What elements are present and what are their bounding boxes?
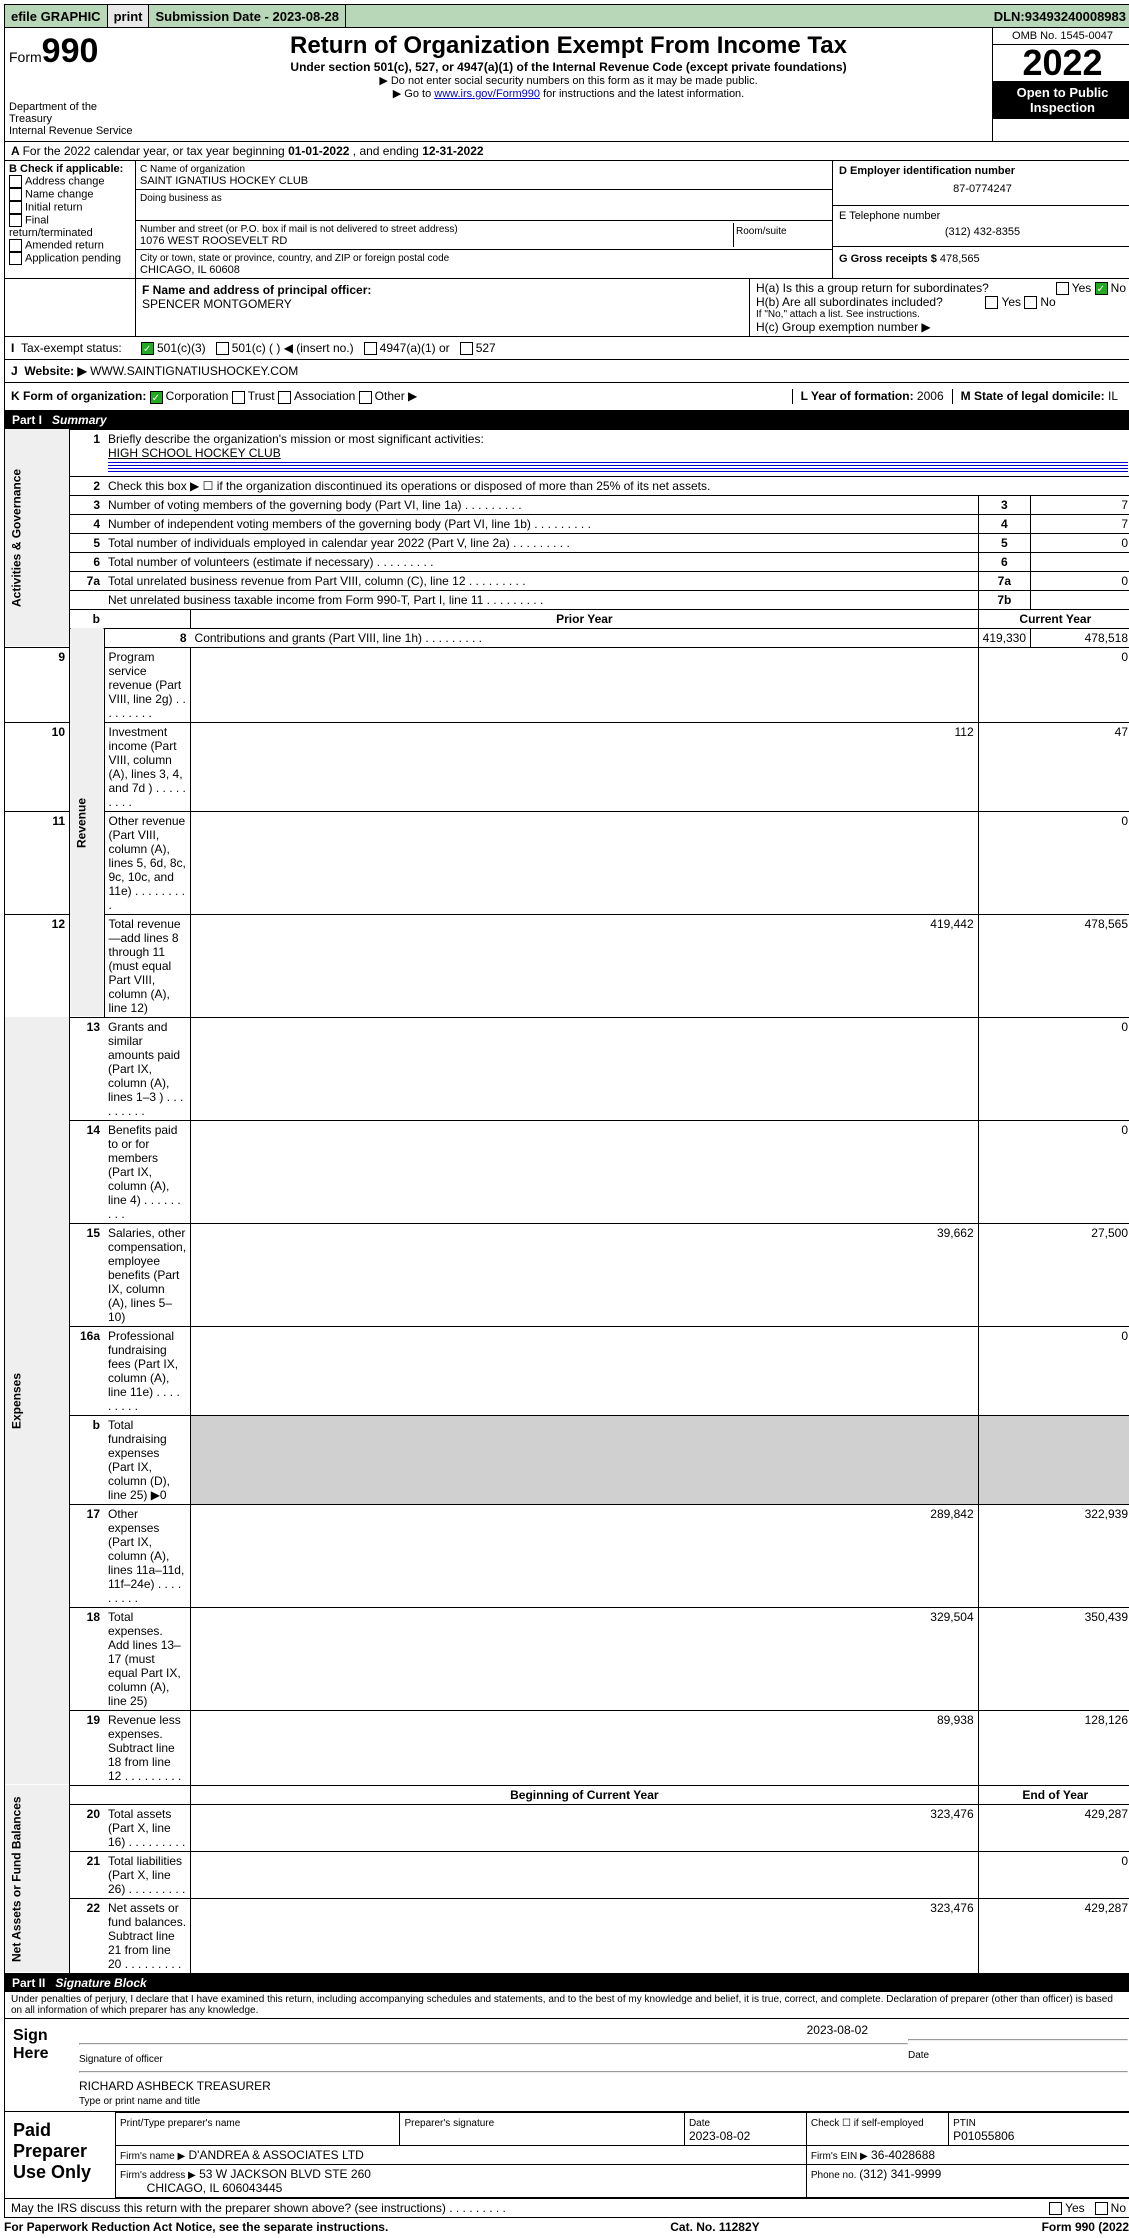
- line-a: A For the 2022 calendar year, or tax yea…: [4, 142, 1129, 161]
- line-klm: K Form of organization: Corporation Trus…: [4, 383, 1129, 410]
- section-net-assets: Net Assets or Fund Balances: [5, 1785, 70, 1973]
- dln: DLN: 93493240008983: [988, 5, 1129, 27]
- part2-bar: Part II Signature Block: [4, 1974, 1129, 1992]
- top-bar: efile GRAPHIC print Submission Date - 20…: [4, 4, 1129, 28]
- paid-preparer-block: Paid Preparer Use Only Print/Type prepar…: [4, 2112, 1129, 2199]
- section-governance: Activities & Governance: [5, 429, 70, 647]
- tax-year: 2022: [993, 45, 1129, 81]
- gov-row: 5Total number of individuals employed in…: [5, 533, 1129, 552]
- gov-row: 3Number of voting members of the governi…: [5, 495, 1129, 514]
- hb-note: If "No," attach a list. See instructions…: [756, 309, 1126, 320]
- line-hc: H(c) Group exemption number ▶: [756, 320, 1126, 334]
- form-number: Form990: [9, 32, 141, 71]
- line-j: J Website: ▶ WWW.SAINTIGNATIUSHOCKEY.COM: [4, 360, 1129, 383]
- line-hb: H(b) Are all subordinates included? Yes …: [756, 295, 1126, 309]
- form-subtitle: Under section 501(c), 527, or 4947(a)(1)…: [149, 60, 988, 74]
- fh-block: F Name and address of principal officer:…: [4, 279, 1129, 337]
- page-footer: For Paperwork Reduction Act Notice, see …: [4, 2218, 1129, 2234]
- irs-link[interactable]: www.irs.gov/Form990: [434, 88, 540, 100]
- line-f: F Name and address of principal officer:…: [142, 283, 371, 311]
- submission-date: Submission Date - 2023-08-28: [149, 5, 346, 27]
- perjury-declaration: Under penalties of perjury, I declare th…: [4, 1992, 1129, 2019]
- sign-here-block: Sign Here 2023-08-02Signature of officer…: [4, 2019, 1129, 2112]
- gov-row: 7aTotal unrelated business revenue from …: [5, 571, 1129, 590]
- gov-row: 6Total number of volunteers (estimate if…: [5, 552, 1129, 571]
- gov-row: 4Number of independent voting members of…: [5, 514, 1129, 533]
- section-expenses: Expenses: [5, 1017, 70, 1785]
- irs-label: Internal Revenue Service: [9, 125, 141, 137]
- irs-discuss: May the IRS discuss this return with the…: [4, 2199, 1129, 2218]
- form-title: Return of Organization Exempt From Incom…: [149, 32, 988, 60]
- gov-row: Net unrelated business taxable income fr…: [5, 590, 1129, 609]
- line-i: I Tax-exempt status: 501(c)(3) 501(c) ( …: [4, 337, 1129, 360]
- section-revenue: Revenue: [70, 628, 105, 1017]
- note-link: ▶ Go to www.irs.gov/Form990 for instruct…: [149, 87, 988, 100]
- part1-bar: Part I Summary: [4, 411, 1129, 429]
- efile-label: efile GRAPHIC: [5, 5, 108, 27]
- form-header: Form990 Department of the Treasury Inter…: [4, 28, 1129, 142]
- dept-label: Department of the Treasury: [9, 101, 141, 125]
- identity-block: B Check if applicable: Address change Na…: [4, 161, 1129, 279]
- open-public: Open to Public Inspection: [993, 81, 1129, 119]
- print-button[interactable]: print: [108, 5, 150, 27]
- mission-text: HIGH SCHOOL HOCKEY CLUB: [108, 446, 281, 460]
- part1-table: Activities & Governance 1 Briefly descri…: [4, 429, 1129, 1974]
- note-ssn: ▶ Do not enter social security numbers o…: [149, 74, 988, 87]
- line-ha: H(a) Is this a group return for subordin…: [756, 281, 1126, 295]
- section-b: B Check if applicable: Address change Na…: [5, 161, 135, 278]
